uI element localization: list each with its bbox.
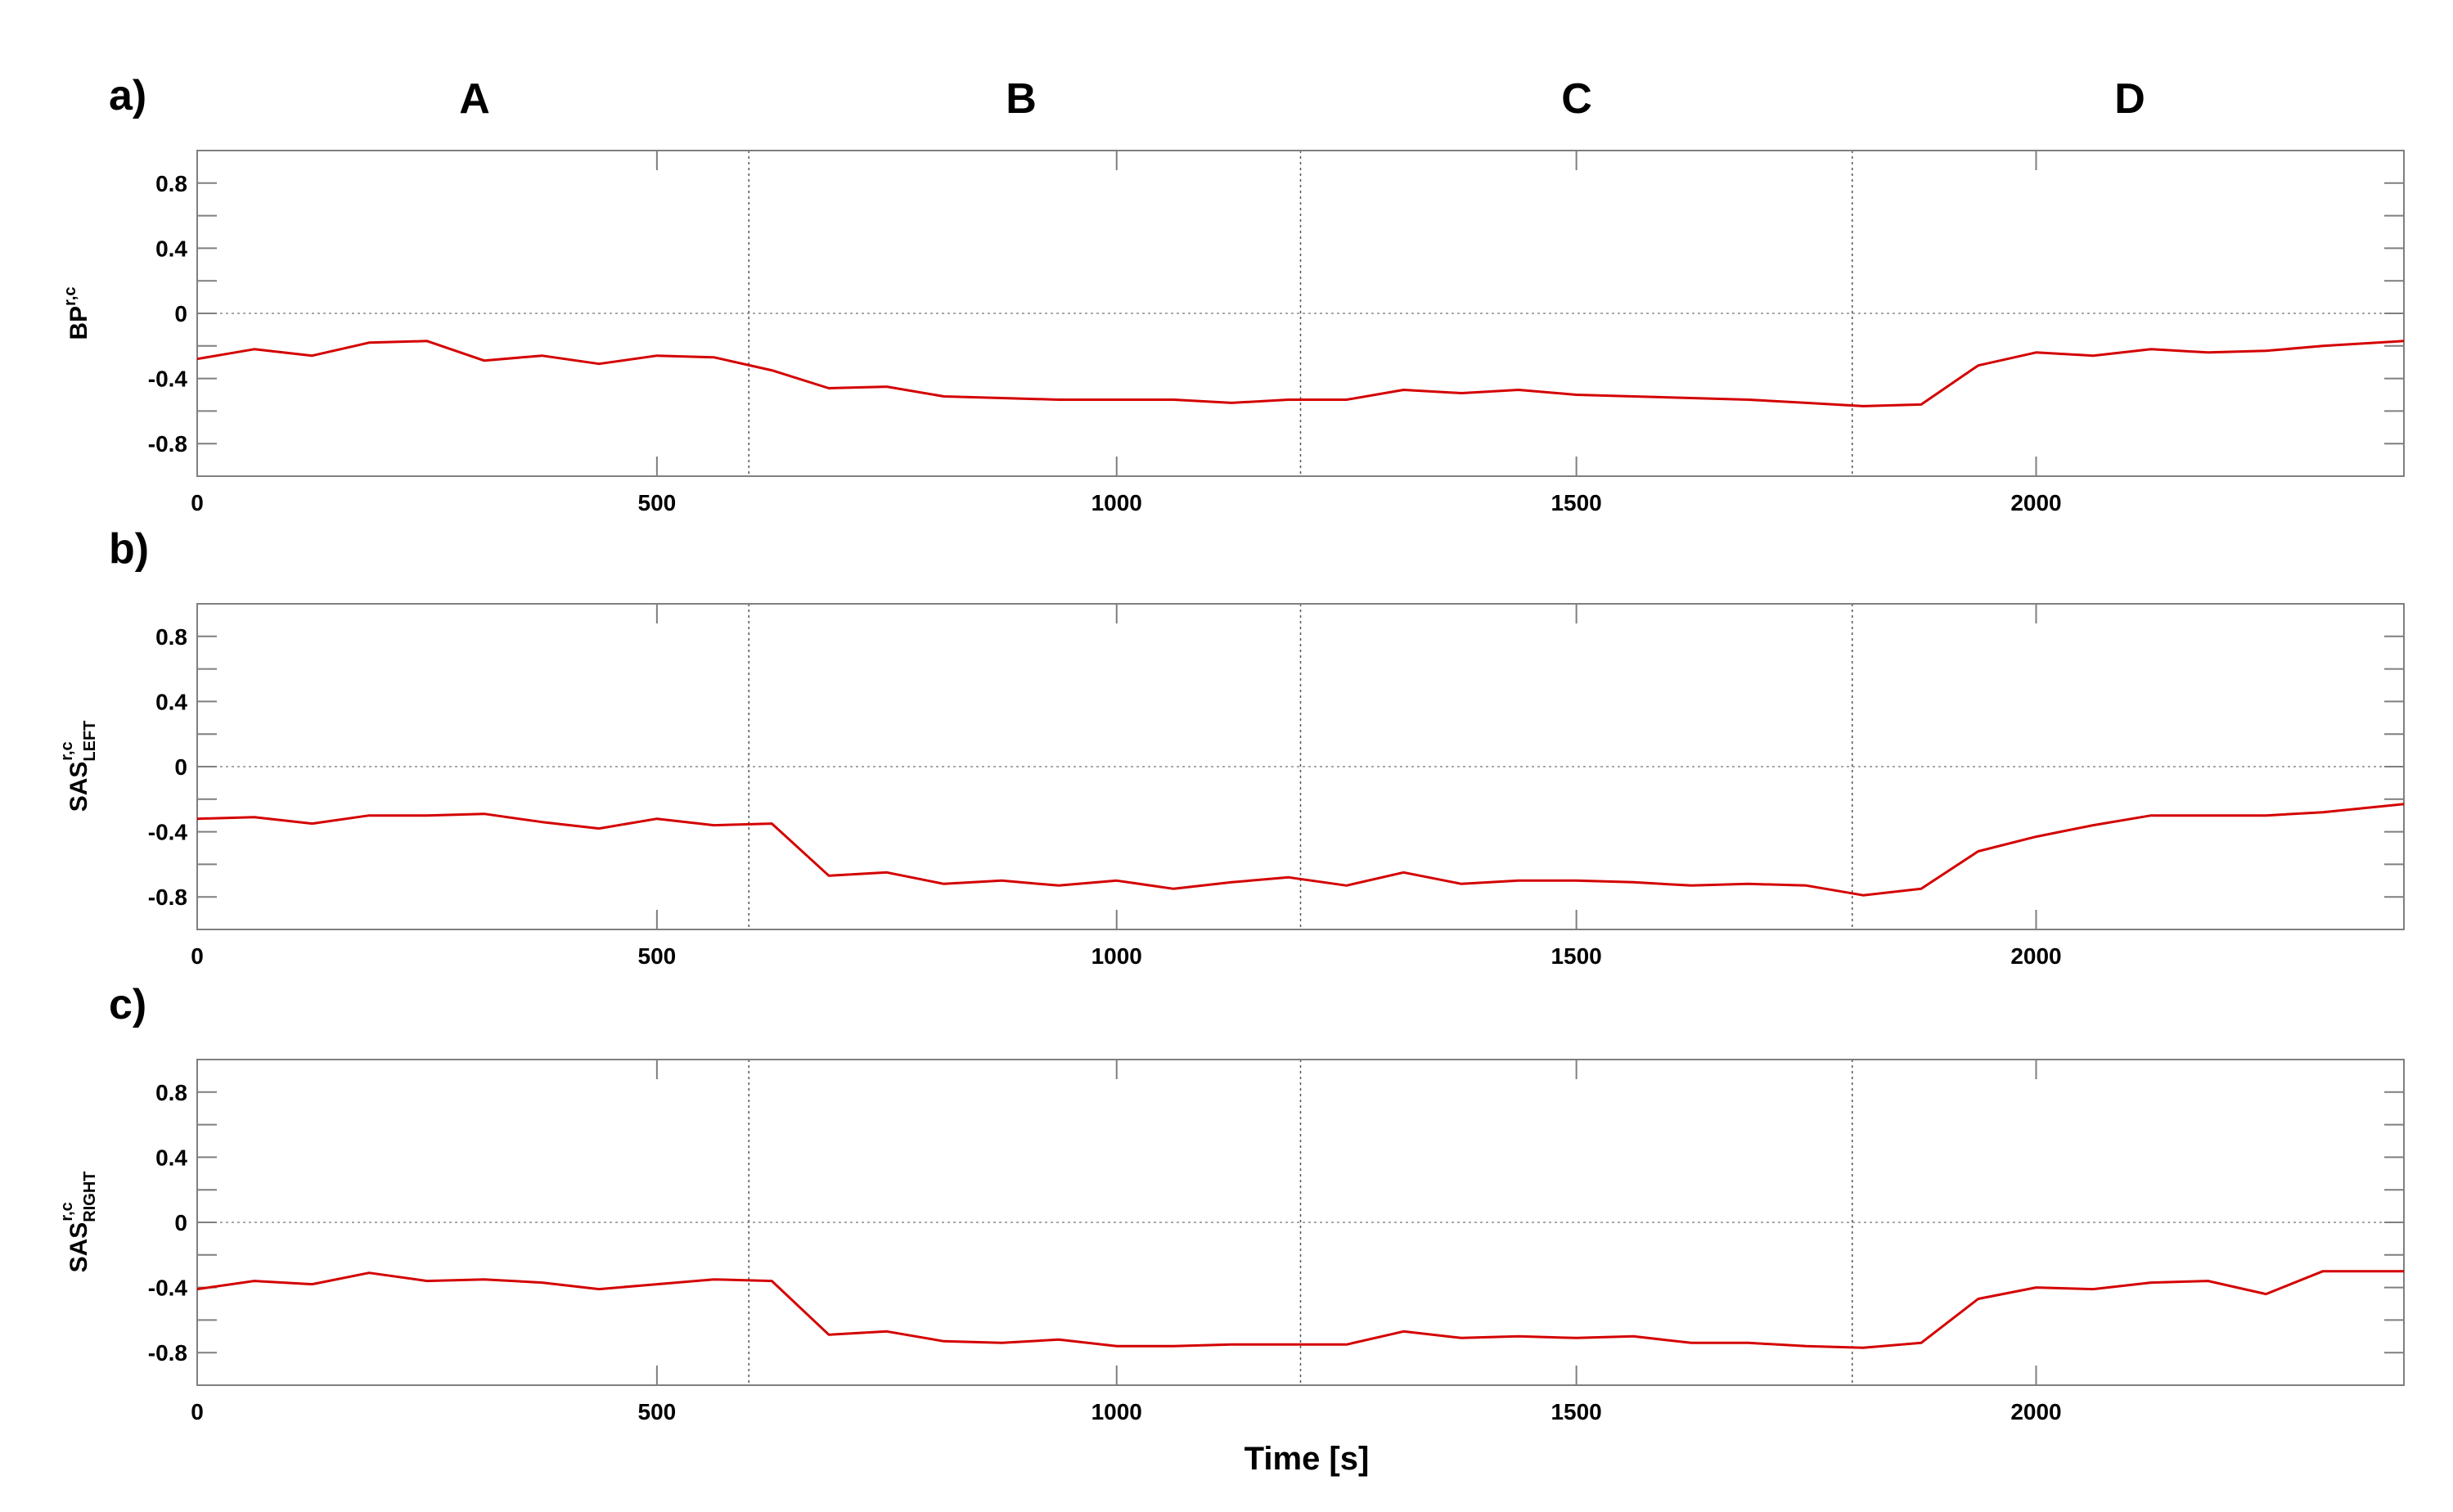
series-line <box>196 803 2405 897</box>
y-tick-label: 0.4 <box>155 236 187 261</box>
y-tick-label: 0.4 <box>155 1145 187 1170</box>
x-tick-label: 0 <box>191 1399 204 1424</box>
y-tick-label: -0.8 <box>148 1340 187 1366</box>
x-tick-label: 1500 <box>1551 943 1601 969</box>
phase-labels: A B C D <box>459 75 2145 123</box>
phase-label-b: B <box>1006 75 1037 123</box>
y-tick-label: 0 <box>174 301 187 326</box>
y-axis-label-sub: LEFT <box>81 721 99 762</box>
panel-c: 0.8 0.4 0 -0.4 -0.8 0 500 1000 1500 2000 c) SASRIGH… <box>58 981 2405 1424</box>
phase-label-a: A <box>459 75 490 123</box>
x-tick-label: 500 <box>638 943 677 969</box>
y-axis-label-sup: r,c <box>58 1202 76 1221</box>
x-tick-label: 1000 <box>1091 943 1142 969</box>
panel-label: b) <box>109 525 149 573</box>
y-axis-label-main: BP <box>65 306 92 340</box>
panel-b: 0.8 0.4 0 -0.4 -0.8 0 500 1000 1500 2000 b) SASLEFT… <box>58 525 2405 969</box>
y-axis-label: BPr,c <box>61 286 92 340</box>
x-tick-label: 500 <box>638 1399 677 1424</box>
x-tick-label: 1000 <box>1091 490 1142 515</box>
phase-label-d: D <box>2114 75 2145 123</box>
y-axis-label: SASLEFT r,c <box>58 721 99 812</box>
y-tick-label: -0.4 <box>148 1276 188 1301</box>
y-axis-label-sup: r,c <box>58 741 76 760</box>
x-tick-label: 1500 <box>1551 1399 1601 1424</box>
y-tick-label: -0.8 <box>148 431 187 457</box>
x-tick-label: 2000 <box>2010 1399 2061 1424</box>
x-axis-label: Time [s] <box>1245 1441 1370 1477</box>
y-tick-label: -0.4 <box>148 367 188 392</box>
y-axis-label-main: SAS <box>65 762 92 812</box>
y-tick-label: 0 <box>174 754 187 780</box>
y-tick-label: 0 <box>174 1210 187 1235</box>
x-tick-label: 0 <box>191 943 204 969</box>
y-tick-label: 0.8 <box>155 171 187 196</box>
x-tick-label: 1500 <box>1551 490 1601 515</box>
panel-label: a) <box>109 72 146 119</box>
y-tick-label: 0.8 <box>155 624 187 650</box>
panels: 0.80.40-0.4-0.80 500 1000 1500 2000a)BPr,c0.… <box>58 72 2405 1424</box>
x-tick-label: 2000 <box>2010 490 2061 515</box>
x-tick-label: 2000 <box>2010 943 2061 969</box>
y-axis-label-sub: RIGHT <box>81 1172 99 1222</box>
y-tick-label: -0.8 <box>148 884 187 910</box>
x-tick-label: 1000 <box>1091 1399 1142 1424</box>
y-axis-label-sup: r,c <box>61 286 79 305</box>
series-line <box>196 1270 2404 1349</box>
panel-label: c) <box>109 981 146 1028</box>
panel-a: 0.8 0.4 0 -0.4 -0.8 0 500 1000 1500 2000 a) BPr,c <box>61 72 2405 515</box>
y-tick-label: 0.8 <box>155 1080 187 1105</box>
x-tick-label: 0 <box>191 490 204 515</box>
y-axis-label-main: SAS <box>65 1222 92 1273</box>
y-tick-label: -0.4 <box>148 820 188 845</box>
y-axis-label: SASRIGHT r,c <box>58 1172 99 1273</box>
series-line <box>196 340 2405 407</box>
x-tick-label: 500 <box>638 490 677 515</box>
y-tick-label: 0.4 <box>155 689 187 714</box>
phase-label-c: C <box>1561 75 1592 123</box>
